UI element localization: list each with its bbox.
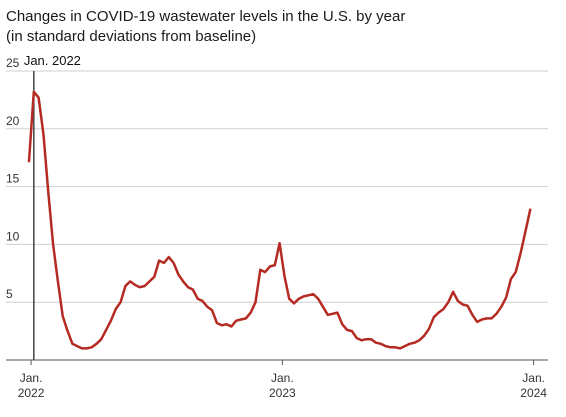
y-tick-label-25: 25 xyxy=(6,56,20,70)
series-layer xyxy=(27,90,532,350)
x-tick-label-2024-year: 2024 xyxy=(520,386,547,400)
series-line-0 xyxy=(27,90,532,350)
y-tick-label-15: 15 xyxy=(6,172,20,186)
x-tick-label-2022-year: 2022 xyxy=(18,386,45,400)
y-tick-label-10: 10 xyxy=(6,229,20,243)
y-tick-labels: 5 10 15 20 25 xyxy=(6,56,20,301)
x-tick-label-2023-year: 2023 xyxy=(269,386,296,400)
annotation-label: Jan. 2022 xyxy=(24,53,81,68)
chart-title: Changes in COVID-19 wastewater levels in… xyxy=(6,8,406,25)
x-tick-label-2024-month: Jan. xyxy=(522,371,545,385)
gridlines xyxy=(6,70,548,303)
y-tick-label-5: 5 xyxy=(6,287,13,301)
chart-subtitle: (in standard deviations from baseline) xyxy=(6,28,257,45)
x-tick-label-2023-month: Jan. xyxy=(271,371,294,385)
annotation: Jan. 2022 xyxy=(24,53,81,360)
y-tick-label-20: 20 xyxy=(6,114,20,128)
x-tick-label-2022-month: Jan. xyxy=(20,371,43,385)
